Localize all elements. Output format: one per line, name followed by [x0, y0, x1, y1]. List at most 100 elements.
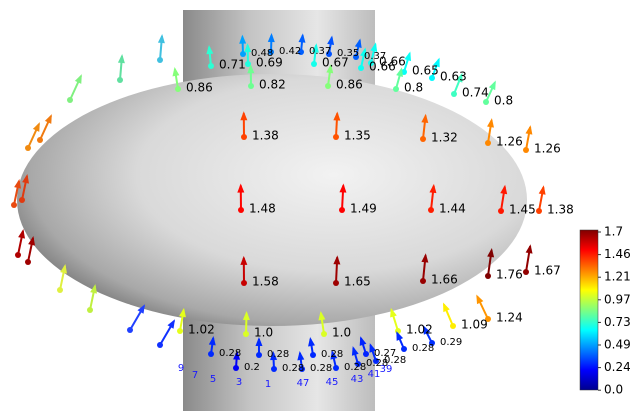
arrow-base [233, 365, 239, 371]
scene: 0.480.420.370.350.370.660.710.690.670.66… [0, 0, 630, 411]
value-label: 1.02 [406, 323, 433, 337]
value-label: 1.26 [496, 135, 523, 149]
arrow-base [127, 327, 133, 333]
value-label: 0.71 [219, 58, 246, 72]
arrow-base [358, 65, 364, 71]
arrow-base [157, 342, 163, 348]
arrow-base [393, 86, 399, 92]
value-label: 1.38 [252, 129, 279, 143]
value-label: 0.74 [462, 86, 489, 100]
arrow-base [311, 61, 317, 67]
arrow-base [241, 134, 247, 140]
arrow-base [243, 331, 249, 337]
colorbar [580, 230, 598, 390]
arrow-base [87, 307, 93, 313]
value-label: 1.67 [534, 264, 561, 278]
arrow-base [238, 207, 244, 213]
arrow-base [67, 97, 73, 103]
value-label: 1.09 [461, 318, 488, 332]
arrow-base [11, 202, 17, 208]
arrow-base [485, 273, 491, 279]
value-label: 0.28 [267, 349, 289, 360]
arrow-base [57, 287, 63, 293]
arrow-base [248, 83, 254, 89]
node-id: 39 [380, 364, 393, 375]
value-label: 1.02 [188, 323, 215, 337]
arrow-base [363, 351, 369, 357]
node-id: 3 [236, 377, 242, 388]
value-label: 1.49 [350, 202, 377, 216]
value-label: 1.32 [431, 131, 458, 145]
arrow-base [310, 352, 316, 358]
value-label: 1.58 [252, 275, 279, 289]
arrow-base [451, 91, 457, 97]
value-label: 0.63 [440, 70, 467, 84]
arrow-base [241, 280, 247, 286]
node-id: 45 [326, 377, 339, 388]
arrow-base [523, 269, 529, 275]
arrow-base [175, 86, 181, 92]
arrow-base [420, 136, 426, 142]
arrow-base [485, 140, 491, 146]
arrow-base [483, 99, 489, 105]
colorbar-tick-label: 0.49 [604, 338, 630, 352]
arrow-head [525, 125, 532, 134]
value-label: 0.28 [310, 363, 332, 374]
arrow-base [157, 57, 163, 63]
arrow-base [333, 280, 339, 286]
arrow-base [339, 207, 345, 213]
value-label: 1.45 [509, 203, 536, 217]
arrow-head [167, 319, 175, 329]
arrow-base [37, 137, 43, 143]
value-label: 0.2 [244, 362, 260, 373]
colorbar-tick-label: 1.46 [604, 247, 630, 261]
node-id: 5 [210, 374, 216, 385]
arrow-base [498, 208, 504, 214]
arrow-head [396, 67, 403, 77]
value-label: 1.0 [254, 326, 273, 340]
arrow-base [19, 197, 25, 203]
arrow-base [420, 278, 426, 284]
arrow-base [15, 252, 21, 258]
colorbar-tick-label: 1.21 [604, 270, 630, 284]
arrow-base [117, 77, 123, 83]
arrow-base [428, 207, 434, 213]
node-id: 43 [351, 374, 364, 385]
node-id: 7 [192, 370, 198, 381]
value-label: 0.29 [440, 337, 462, 348]
colorbar-tick-label: 0.73 [604, 315, 630, 329]
colorbar-tick-label: 0.0 [604, 383, 623, 397]
node-id: 47 [297, 378, 310, 389]
value-label: 1.48 [249, 202, 276, 216]
value-label: 1.26 [534, 142, 561, 156]
arrow-base [271, 366, 277, 372]
value-label: 1.38 [547, 203, 574, 217]
arrow-base [208, 351, 214, 357]
arrow-base [401, 346, 407, 352]
value-label: 0.8 [494, 94, 513, 108]
node-id: 1 [265, 379, 271, 390]
value-label: 1.76 [496, 268, 523, 282]
value-label: 0.82 [259, 78, 286, 92]
value-label: 0.86 [336, 78, 363, 92]
arrow-head [45, 114, 52, 124]
arrow-base [523, 147, 529, 153]
value-label: 1.0 [332, 326, 351, 340]
arrow-base [177, 328, 183, 334]
arrow-base [325, 83, 331, 89]
arrow-head [118, 54, 125, 63]
colorbar-tick-label: 1.7 [604, 225, 623, 239]
arrow-head [539, 185, 546, 194]
arrow-base [208, 63, 214, 69]
value-label: 0.69 [256, 56, 283, 70]
arrow-head [158, 34, 165, 43]
value-label: 0.28 [344, 362, 366, 373]
value-label: 0.28 [321, 349, 343, 360]
arrow-head [18, 229, 25, 239]
colorbar-tick-label: 0.97 [604, 292, 630, 306]
arrow-base [256, 352, 262, 358]
value-label: 1.66 [431, 273, 458, 287]
arrow-base [450, 323, 456, 329]
node-id: 9 [178, 363, 184, 374]
arrow-base [536, 208, 542, 214]
